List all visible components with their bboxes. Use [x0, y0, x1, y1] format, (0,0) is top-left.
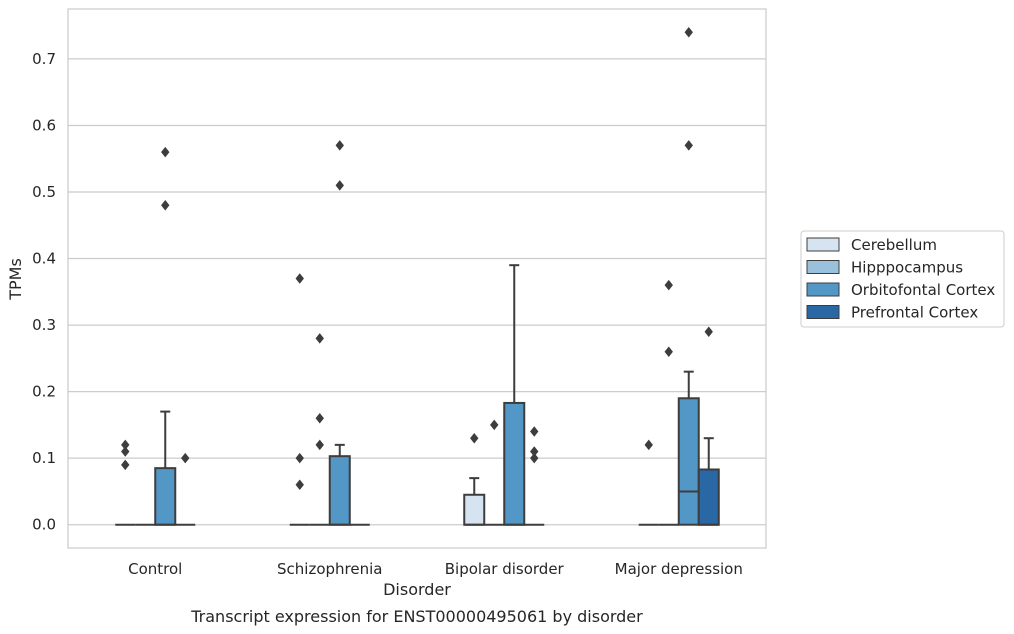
legend-swatch: [806, 260, 840, 274]
legend-swatch: [806, 305, 840, 319]
y-tick-label: 0.1: [32, 449, 56, 467]
y-tick-label: 0.7: [32, 50, 56, 68]
outlier-point: [121, 446, 130, 457]
plot-area-frame: [67, 8, 767, 549]
y-tick-label: 0.4: [32, 250, 56, 268]
chart-marks: [115, 27, 720, 526]
outlier-point: [684, 27, 693, 38]
box-group: [463, 432, 486, 526]
outlier-point: [684, 140, 693, 151]
legend-swatch: [806, 282, 840, 297]
outlier-point: [530, 452, 539, 464]
outlier-point: [161, 200, 170, 211]
y-tick-label: 0.5: [32, 183, 56, 201]
box-group: [309, 333, 330, 526]
outlier-point: [664, 279, 673, 291]
legend-label: Cerebellum: [851, 236, 937, 254]
legend: Cerebellum Hipppocampus Orbitofontal Corte…: [800, 230, 1005, 328]
legend-label: Prefrontal Cortex: [851, 304, 978, 322]
box-body: [677, 397, 700, 526]
outlier-point: [161, 146, 170, 158]
x-tick-label: Schizophrenia: [277, 560, 382, 578]
box-body: [463, 493, 486, 526]
legend-label: Hipppocampus: [851, 259, 963, 277]
chart-caption: Transcript expression for ENST0000049506…: [190, 607, 643, 626]
box-group: [638, 439, 659, 526]
box-group: [289, 273, 310, 526]
outlier-point: [470, 432, 479, 444]
box-group: [328, 140, 351, 526]
outlier-point: [295, 273, 304, 284]
y-tick-label: 0.2: [32, 383, 56, 401]
box-group: [115, 439, 136, 526]
box-body: [154, 467, 177, 526]
outlier-point: [295, 479, 304, 491]
y-tick-label: 0.6: [32, 116, 56, 134]
outlier-point: [121, 459, 130, 471]
x-axis-title: Disorder: [383, 580, 451, 599]
box-group: [677, 27, 700, 526]
x-tick-label: Control: [128, 560, 182, 578]
box-group: [524, 426, 545, 526]
legend-frame: [800, 230, 1005, 328]
legend-swatch: [806, 237, 840, 252]
outlier-point: [181, 452, 190, 464]
box-group: [484, 419, 505, 526]
outlier-point: [315, 333, 324, 344]
grid-lines: [68, 58, 766, 526]
box-body: [503, 401, 526, 526]
box-body: [697, 468, 720, 526]
x-tick-label: Major depression: [615, 560, 743, 578]
outlier-point: [704, 326, 713, 337]
box-group: [697, 326, 720, 526]
outlier-point: [530, 446, 539, 457]
y-tick-label: 0.0: [32, 516, 56, 534]
outlier-point: [295, 452, 304, 464]
outlier-point: [121, 439, 130, 451]
box-body: [328, 455, 351, 526]
box-group: [175, 452, 196, 526]
legend-label: Orbitofontal Cortex: [851, 281, 995, 299]
box-group: [154, 146, 177, 526]
outlier-point: [335, 180, 344, 191]
x-tick-label: Bipolar disorder: [445, 560, 565, 578]
box-group: [658, 279, 679, 526]
y-tick-label: 0.3: [32, 316, 56, 334]
y-axis-title: TPMs: [6, 258, 25, 301]
outlier-point: [315, 412, 324, 424]
outlier-point: [335, 140, 344, 151]
outlier-point: [315, 439, 324, 451]
box-group: [503, 264, 526, 526]
outlier-point: [530, 426, 539, 437]
outlier-point: [664, 346, 673, 357]
outlier-point: [644, 439, 653, 451]
axis-ticks: 0.0 0.1 0.2 0.3 0.4 0.5 0.6 0.7 Control Schizophr…: [32, 50, 743, 578]
outlier-point: [490, 419, 499, 431]
